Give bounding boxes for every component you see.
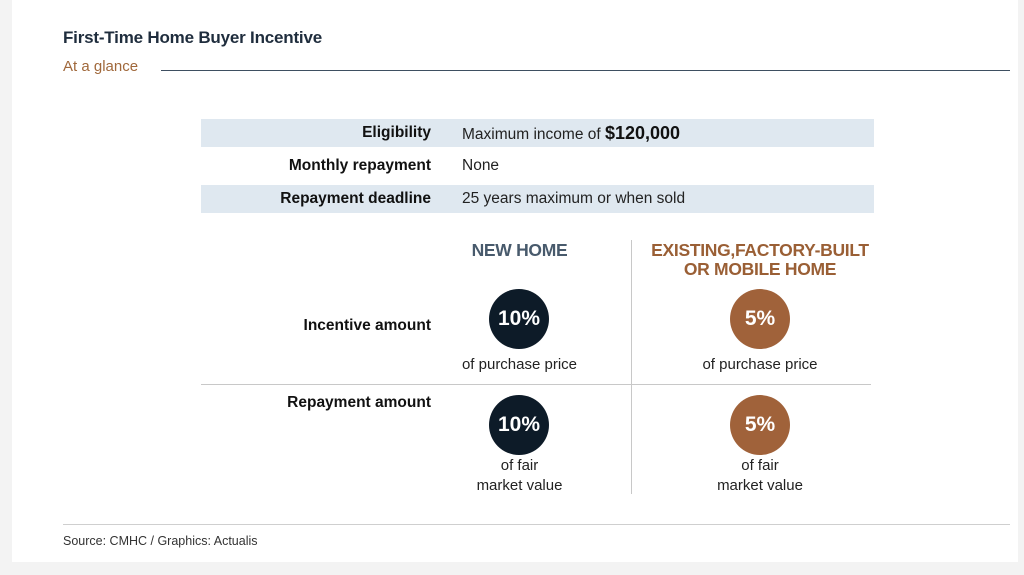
existing-home-repayment-caption: of fair market value	[717, 457, 803, 494]
existing-home-incentive-caption: of purchase price	[702, 356, 818, 373]
info-label: Eligibility	[362, 124, 431, 141]
new-home-incentive-badge: 10%	[489, 289, 549, 349]
info-value: Maximum income of $120,000	[462, 123, 681, 143]
column-header-new-home: NEW HOME	[471, 240, 568, 260]
info-label: Repayment deadline	[280, 190, 431, 207]
income-limit: $120,000	[604, 123, 681, 143]
source-credit: Source: CMHC / Graphics: Actualis	[63, 534, 258, 548]
infographic-card: First-Time Home Buyer Incentive At a gla…	[12, 0, 1018, 562]
column-header-existing-home: EXISTING,FACTORY-BUILT OR MOBILE HOME	[651, 240, 869, 279]
new-home-repayment-caption: of fair market value	[476, 457, 563, 494]
info-row-repayment-deadline: Repayment deadline 25 years maximum or w…	[201, 185, 874, 213]
info-row-eligibility: Eligibility Maximum income of $120,000	[201, 119, 874, 147]
row-divider	[201, 384, 871, 385]
info-row-monthly-repayment: Monthly repayment None	[201, 152, 874, 180]
existing-home-repayment-badge: 5%	[730, 395, 790, 455]
row-label-repayment: Repayment amount	[287, 394, 431, 411]
page-subtitle: At a glance	[63, 58, 139, 75]
column-divider	[631, 240, 632, 494]
row-label-incentive: Incentive amount	[303, 317, 431, 334]
info-label: Monthly repayment	[288, 157, 431, 174]
info-value: None	[462, 157, 500, 174]
info-value: 25 years maximum or when sold	[462, 190, 686, 207]
new-home-repayment-badge: 10%	[489, 395, 549, 455]
footer-divider	[63, 524, 1010, 525]
header-divider	[161, 70, 1010, 71]
existing-home-incentive-badge: 5%	[730, 289, 790, 349]
page-title: First-Time Home Buyer Incentive	[63, 28, 322, 47]
new-home-incentive-caption: of purchase price	[461, 356, 578, 373]
